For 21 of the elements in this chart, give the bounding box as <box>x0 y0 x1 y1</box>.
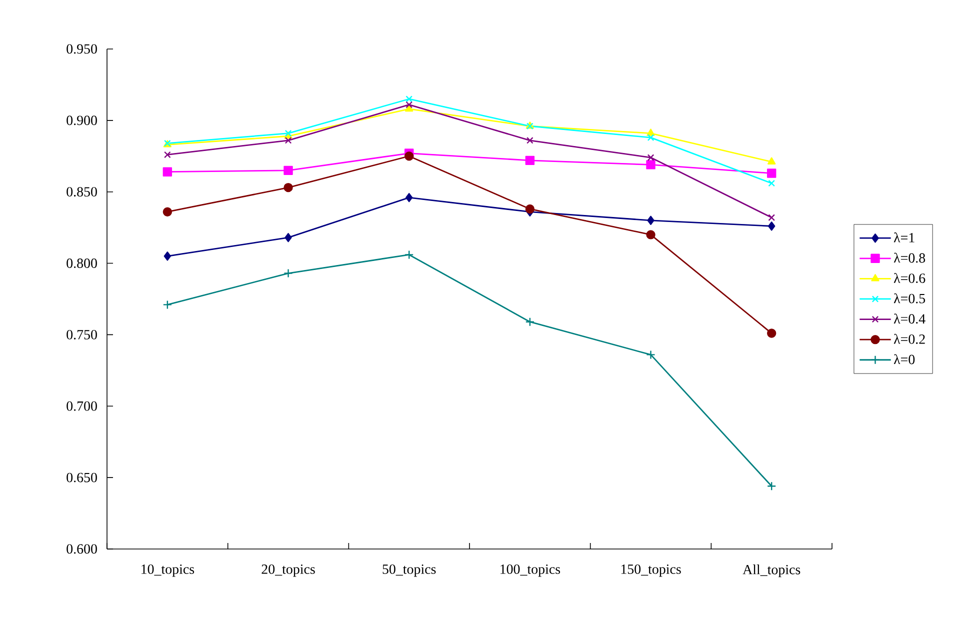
y-tick-label: 0.700 <box>66 401 97 411</box>
y-tick-label: 0.850 <box>66 187 97 197</box>
legend-label: λ=0.6 <box>894 273 926 284</box>
x-tick-label: 50_topics <box>382 564 436 577</box>
legend-label: λ=1 <box>894 232 914 242</box>
legend-label: λ=0.4 <box>894 314 926 324</box>
legend-label: λ=0.2 <box>894 334 925 344</box>
y-tick-label: 0.750 <box>66 330 97 340</box>
x-tick-label: All_topics <box>742 564 800 578</box>
x-tick-label: 150_topics <box>621 564 681 577</box>
y-tick-label: 0.950 <box>66 44 97 54</box>
y-tick-label: 0.900 <box>66 116 97 126</box>
y-tick-label: 0.800 <box>66 258 97 268</box>
x-tick-label: 10_topics <box>142 564 194 577</box>
y-tick-label: 0.650 <box>66 472 97 482</box>
legend-label: λ=0.8 <box>894 252 926 263</box>
x-tick-label: 100_topics <box>500 564 560 577</box>
x-tick-label: 20_topics <box>262 564 315 577</box>
y-tick-label: 0.600 <box>66 544 97 554</box>
legend-label: λ=0 <box>894 354 915 364</box>
legend-label: λ=0.5 <box>894 293 926 304</box>
